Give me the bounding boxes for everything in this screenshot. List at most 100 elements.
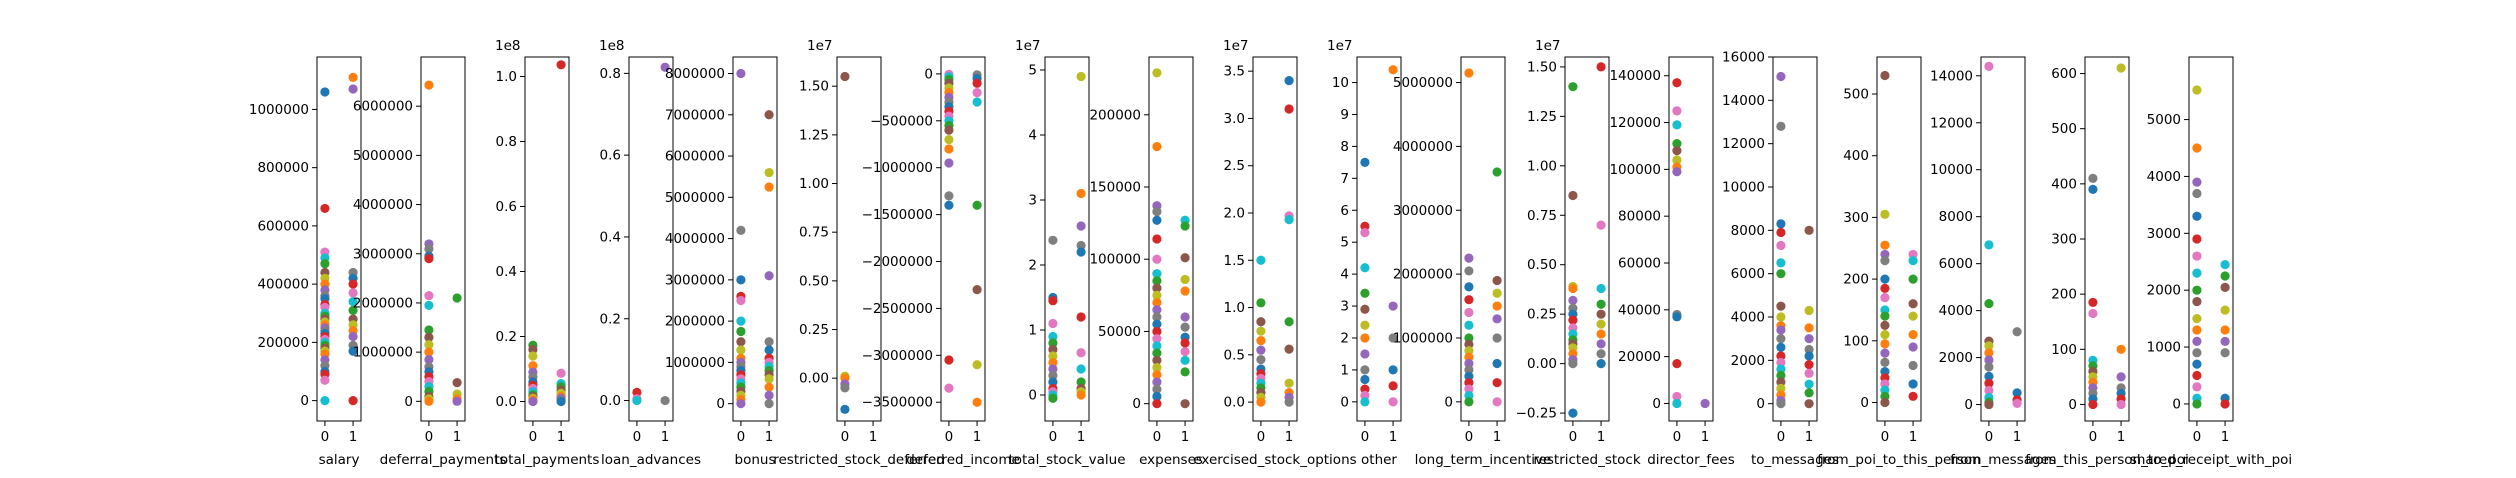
axes-frame — [836, 56, 882, 422]
data-point — [1152, 399, 1162, 409]
y-tick-label: 0 — [1444, 394, 1453, 410]
y-tick-label: 0.5 — [1224, 347, 1245, 363]
data-point — [840, 383, 850, 393]
data-point — [1492, 167, 1502, 177]
data-point — [1464, 358, 1474, 369]
data-point — [1152, 254, 1162, 264]
panel-expenses: 0 1 0 50000 100000 150000 200000 expenses — [1089, 56, 1203, 468]
data-point — [764, 399, 774, 409]
data-point — [1464, 333, 1474, 343]
x-tick-label: 1 — [1077, 429, 1086, 445]
data-point — [1568, 190, 1578, 201]
data-point — [348, 72, 358, 82]
data-point — [2220, 336, 2230, 346]
data-point — [1464, 384, 1474, 394]
data-point — [1908, 274, 1918, 284]
data-point — [1492, 275, 1502, 286]
data-point — [1464, 295, 1474, 305]
data-point — [1776, 364, 1786, 374]
y-tick-label: 3.0 — [1224, 111, 1245, 127]
y-tick-label: 3.5 — [1224, 64, 1245, 80]
data-point — [1464, 352, 1474, 362]
x-axis-label: bonus — [735, 452, 776, 468]
x-axis-label: long_term_incentive — [1415, 452, 1552, 468]
y-tick-label: 0.25 — [799, 322, 829, 338]
data-point — [1256, 336, 1266, 346]
data-point — [1256, 354, 1266, 365]
data-point — [1804, 351, 1814, 361]
data-point — [1152, 334, 1162, 344]
y-tick-label: 0 — [404, 394, 413, 410]
data-point — [320, 375, 330, 385]
data-point — [1048, 351, 1058, 361]
data-point — [1076, 348, 1086, 358]
y-tick-label: 8000 — [1939, 209, 1973, 225]
y-tick-label: 4000000 — [353, 197, 413, 213]
x-tick-label: 1 — [1285, 429, 1294, 445]
y-tick-label: 3000000 — [353, 246, 413, 262]
y-tick-label: 100 — [1843, 333, 1869, 349]
y-tick-label: 0.2 — [600, 311, 621, 327]
data-point — [1360, 304, 1370, 314]
data-point — [1256, 298, 1266, 308]
x-axis-label: to_messages — [1751, 452, 1839, 468]
axes-frame — [1252, 56, 1298, 422]
data-point — [1360, 390, 1370, 401]
data-point — [1804, 305, 1814, 316]
y-tick-label: 3 — [1028, 193, 1037, 209]
data-point — [1596, 329, 1606, 339]
data-point — [764, 374, 774, 384]
data-point — [1492, 314, 1502, 324]
y-tick-label: 1.00 — [799, 176, 829, 192]
y-tick-label: 1000000 — [1393, 330, 1453, 346]
data-point — [1152, 305, 1162, 315]
y-tick-label: 1000000 — [249, 102, 309, 118]
x-tick-label: 1 — [1701, 429, 1710, 445]
y-tick-label: 600000 — [257, 218, 309, 234]
data-point — [1256, 317, 1266, 327]
data-point — [1908, 379, 1918, 389]
data-point — [1672, 398, 1682, 409]
data-point — [764, 382, 774, 392]
x-tick-label: 1 — [453, 429, 462, 445]
x-tick-label: 0 — [1361, 429, 1370, 445]
data-point — [2220, 399, 2230, 409]
y-tick-label: 300 — [1843, 210, 1869, 226]
x-tick-label: 0 — [1777, 429, 1786, 445]
data-point — [320, 203, 330, 214]
data-point — [972, 78, 982, 88]
data-point — [1360, 349, 1370, 359]
data-point — [2088, 297, 2098, 308]
axis-offset-label: 1e8 — [495, 38, 520, 54]
data-point — [1880, 348, 1890, 358]
data-point — [1596, 309, 1606, 319]
panel-salary: 0 1 0 200000 400000 600000 800000 1000000 salary — [249, 56, 362, 468]
data-point — [2192, 382, 2202, 392]
data-point — [1908, 342, 1918, 352]
data-point — [1048, 357, 1058, 368]
data-point — [1048, 296, 1058, 306]
y-tick-label: −1500000 — [862, 207, 933, 223]
axes-frame — [316, 56, 362, 422]
x-axis-label: restricted_stock_deferred — [773, 452, 944, 468]
y-tick-label: 0 — [300, 393, 309, 409]
axis-offset-label: 1e7 — [1327, 38, 1352, 54]
y-tick-label: 0.0 — [600, 393, 621, 409]
data-point — [2116, 372, 2126, 382]
y-tick-label: 12000 — [1930, 115, 1973, 131]
x-axis-label: from_poi_to_this_person — [1817, 452, 1980, 468]
x-tick-label: 1 — [557, 429, 566, 445]
y-tick-label: 4000 — [2147, 169, 2181, 185]
y-tick-label: 0 — [716, 396, 725, 412]
data-point — [1776, 301, 1786, 311]
data-point — [736, 345, 746, 355]
x-axis-label: director_fees — [1647, 452, 1735, 468]
data-point — [944, 144, 954, 154]
data-point — [1776, 334, 1786, 344]
data-point — [1776, 351, 1786, 361]
data-point — [1908, 299, 1918, 309]
data-point — [736, 337, 746, 347]
data-point — [2220, 305, 2230, 315]
x-axis-label: expenses — [1139, 452, 1203, 468]
axis-offset-label: 1e7 — [1015, 38, 1040, 54]
